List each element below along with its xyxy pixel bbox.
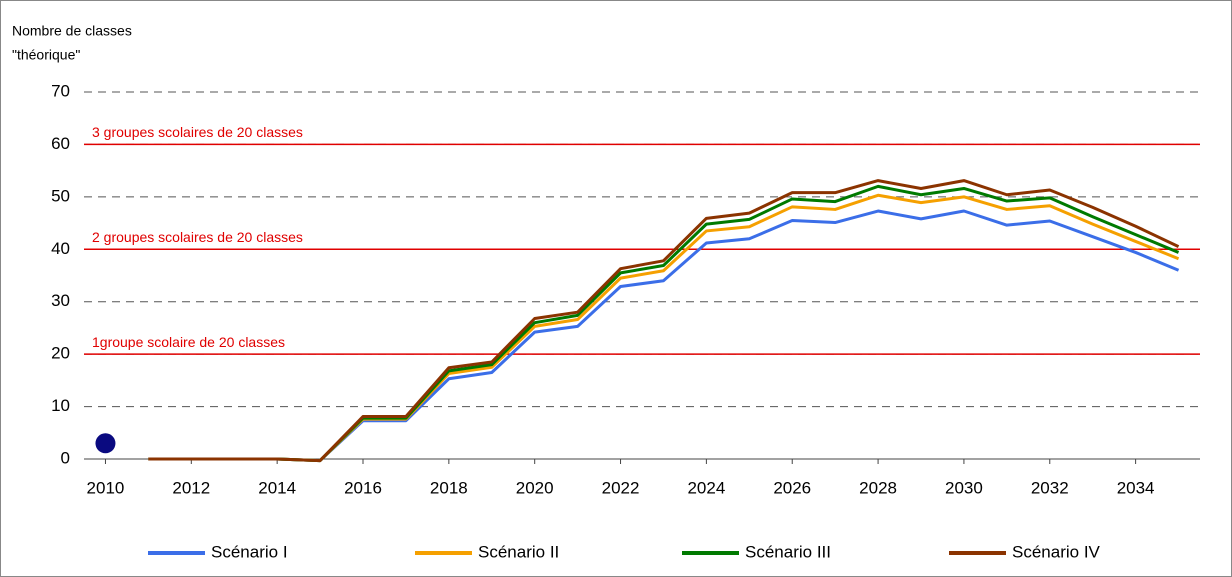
y-tick-label: 30 [51, 291, 70, 310]
y-tick-label: 70 [51, 81, 70, 100]
x-tick-label: 2030 [945, 478, 983, 497]
y-tick-label: 60 [51, 134, 70, 153]
x-tick-label: 2010 [87, 478, 125, 497]
x-tick-label: 2026 [773, 478, 811, 497]
y-tick-label: 50 [51, 186, 70, 205]
legend-label: Scénario IV [1012, 542, 1101, 561]
legend-label: Scénario I [211, 542, 288, 561]
x-tick-label: 2028 [859, 478, 897, 497]
series-line [148, 179, 1180, 463]
marker-point [95, 433, 116, 454]
x-tick-label: 2014 [258, 478, 296, 497]
y-tick-label: 10 [51, 396, 70, 415]
legend-label: Scénario II [478, 542, 559, 561]
y-tick-label: 20 [51, 344, 70, 363]
reference-label: 2 groupes scolaires de 20 classes [92, 229, 303, 245]
legend-label: Scénario III [745, 542, 831, 561]
y-axis-title: Nombre de classes [12, 23, 132, 39]
x-tick-label: 2022 [602, 478, 640, 497]
y-axis-title: "théorique" [12, 47, 80, 63]
x-tick-label: 2034 [1117, 478, 1155, 497]
reference-label: 1groupe scolaire de 20 classes [92, 334, 285, 350]
x-tick-label: 2032 [1031, 478, 1069, 497]
x-tick-label: 2024 [687, 478, 725, 497]
y-tick-label: 0 [61, 448, 70, 467]
x-tick-label: 2016 [344, 478, 382, 497]
x-tick-label: 2020 [516, 478, 554, 497]
y-tick-label: 40 [51, 239, 70, 258]
reference-label: 3 groupes scolaires de 20 classes [92, 124, 303, 140]
x-tick-label: 2018 [430, 478, 468, 497]
x-tick-label: 2012 [172, 478, 210, 497]
